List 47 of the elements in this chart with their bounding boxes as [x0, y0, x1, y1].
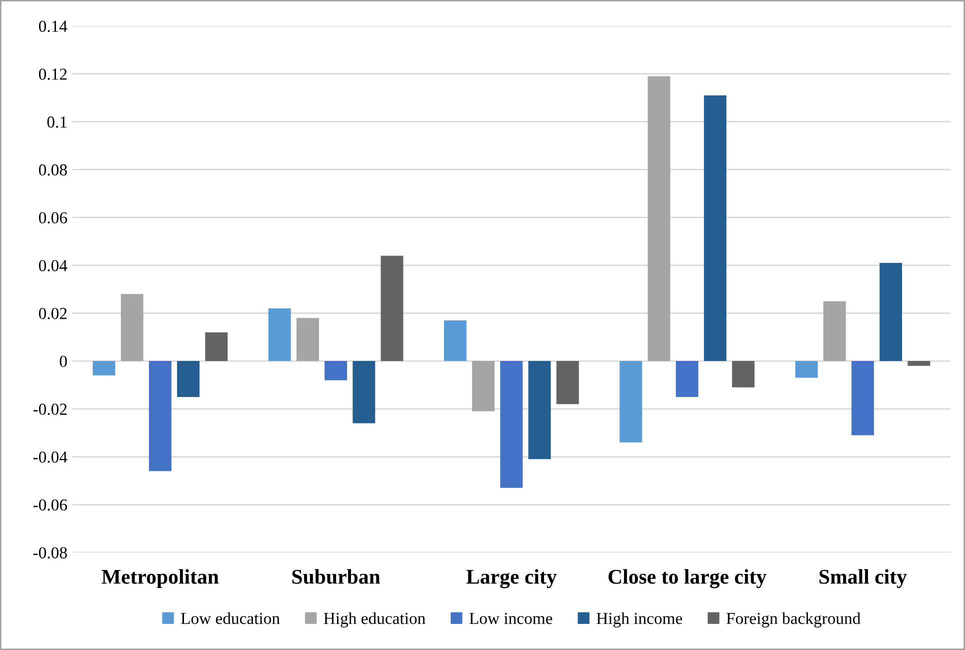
- legend-label: Low education: [181, 612, 280, 624]
- legend-label: Low income: [469, 612, 552, 624]
- legend-label: High income: [596, 612, 682, 628]
- bar: [528, 361, 551, 460]
- bar: [704, 95, 726, 362]
- bar: [92, 361, 116, 376]
- bar: [205, 332, 228, 362]
- x-tick-label: Suburban: [292, 569, 380, 584]
- bar: [851, 361, 874, 436]
- bar: [500, 361, 523, 488]
- bar: [676, 361, 698, 397]
- bar: [472, 361, 495, 412]
- y-tick-label: -0.04: [33, 451, 68, 463]
- bar: [732, 361, 755, 388]
- x-tick-label: Large city: [466, 569, 557, 588]
- y-tick-label: -0.08: [33, 547, 67, 559]
- bar: [296, 318, 319, 362]
- bar: [620, 361, 642, 442]
- bar: [444, 320, 466, 362]
- y-tick-label: 0.06: [38, 212, 68, 224]
- y-tick-label: 0.02: [38, 308, 67, 320]
- x-tick-label: Small city: [820, 569, 907, 588]
- y-tick-label: 0: [60, 356, 67, 367]
- bar: [177, 361, 200, 397]
- bar: [648, 76, 670, 362]
- y-tick-label: 0.1: [47, 116, 67, 128]
- y-tick-label: 0.04: [38, 260, 68, 272]
- y-tick-label: 0.08: [38, 164, 67, 176]
- bar: [795, 361, 818, 378]
- bar: [324, 361, 348, 380]
- y-tick-label: -0.06: [33, 499, 68, 511]
- y-tick-label: -0.02: [33, 404, 67, 415]
- bar: [823, 301, 846, 362]
- bar: [352, 361, 376, 424]
- bar: [908, 361, 930, 366]
- y-tick-label: 0.12: [38, 68, 67, 80]
- bar: [120, 294, 144, 362]
- bar: [268, 308, 291, 362]
- x-tick-label: Metropolitan: [102, 569, 219, 588]
- bar: [148, 361, 172, 472]
- x-tick-label: Close to large city: [608, 569, 766, 588]
- bar: [880, 262, 902, 362]
- legend-label: Foreign background: [726, 612, 860, 628]
- y-tick-label: 0.14: [38, 20, 68, 32]
- legend-label: High education: [324, 612, 426, 628]
- bar: [380, 256, 404, 362]
- bar: [556, 361, 579, 404]
